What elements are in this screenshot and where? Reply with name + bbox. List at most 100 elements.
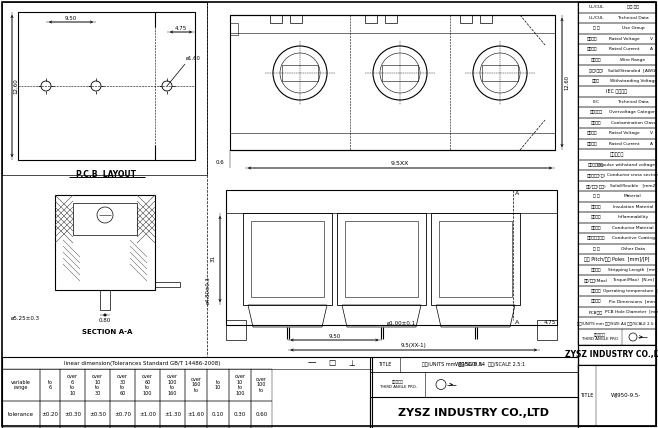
Text: Torque(Max)  [N.m]: Torque(Max) [N.m] [612, 278, 654, 282]
Text: 单位/UNITS mm  尺寸/SIZE A4  比例/SCALE 2.5:1: 单位/UNITS mm 尺寸/SIZE A4 比例/SCALE 2.5:1 [422, 362, 526, 367]
Bar [40, 369, 60, 401]
Text: to
10: to 10 [215, 380, 221, 390]
Bar [578, 345, 656, 365]
Text: 工作温度: 工作温度 [591, 289, 601, 293]
Text: 螺钉/扭矩(Max): 螺钉/扭矩(Max) [584, 278, 608, 282]
Text: Technical Data: Technical Data [617, 16, 649, 20]
Text: 额定电流: 额定电流 [587, 142, 597, 146]
Bar [370, 357, 578, 428]
Text: WJ950-9.5-: WJ950-9.5- [455, 362, 485, 367]
Bar [60, 401, 85, 428]
Text: ø4.80±0.3: ø4.80±0.3 [205, 276, 211, 304]
Polygon shape [436, 305, 515, 327]
Text: A: A [649, 47, 653, 51]
Text: 材 料: 材 料 [593, 194, 599, 198]
Bar [2, 357, 372, 428]
Text: ±1.00: ±1.00 [139, 412, 156, 417]
Text: —: — [308, 359, 316, 368]
Text: □: □ [328, 359, 336, 368]
Text: Rated Voltage: Rated Voltage [609, 37, 640, 41]
Text: Operating temperature  [C]: Operating temperature [C] [603, 289, 658, 293]
Text: 单位/UNITS mm 尺寸/SIZE A4 比例/SCALE 2.5:1: 单位/UNITS mm 尺寸/SIZE A4 比例/SCALE 2.5:1 [577, 321, 657, 325]
Text: 9.50: 9.50 [328, 333, 341, 339]
Bar [40, 401, 60, 428]
Text: Inflammability: Inflammability [617, 215, 649, 219]
Bar [251, 221, 324, 297]
Bar [578, 306, 656, 317]
Bar [160, 401, 185, 428]
Bar [155, 282, 180, 287]
Bar [2, 357, 372, 369]
Bar [578, 244, 656, 254]
Bar [370, 397, 578, 428]
Bar [578, 118, 656, 128]
Text: Overvoltage Category: Overvoltage Category [609, 110, 657, 114]
Text: ZYSZ INDUSTRY CO.,LTD: ZYSZ INDUSTRY CO.,LTD [565, 351, 658, 360]
Bar [18, 12, 195, 160]
Bar [578, 65, 656, 75]
Text: 过电压类别: 过电压类别 [590, 110, 603, 114]
Bar [135, 401, 160, 428]
Polygon shape [342, 305, 421, 327]
Bar [229, 401, 251, 428]
Bar [578, 75, 656, 86]
Bar [578, 160, 656, 170]
Bar [578, 86, 656, 96]
Text: 阻燃性能: 阻燃性能 [591, 215, 601, 219]
Bar [578, 223, 656, 233]
Text: 用 途: 用 途 [593, 26, 599, 30]
Bar [578, 275, 656, 285]
Bar [2, 369, 40, 401]
Text: ±0.30: ±0.30 [64, 412, 81, 417]
Bar [251, 369, 272, 401]
Bar [226, 190, 557, 325]
Polygon shape [248, 305, 327, 327]
Text: ±1.30: ±1.30 [164, 412, 181, 417]
Bar [578, 202, 656, 212]
Text: ±0.70: ±0.70 [114, 412, 131, 417]
Text: IEC 技术参数: IEC 技术参数 [607, 89, 628, 94]
Bar [578, 96, 656, 107]
Text: ±1.60: ±1.60 [188, 412, 205, 417]
Bar [60, 369, 85, 401]
Text: SECTION A-A: SECTION A-A [82, 329, 133, 335]
Text: 12.60: 12.60 [14, 78, 18, 94]
Text: 31: 31 [211, 256, 216, 262]
Text: 额定电流: 额定电流 [587, 47, 597, 51]
Bar [229, 369, 251, 401]
Bar [345, 221, 418, 297]
Text: 脉冲耐电压: 脉冲耐电压 [610, 152, 624, 157]
Text: WJ950-9.5-: WJ950-9.5- [611, 393, 641, 398]
Bar [578, 149, 656, 160]
Bar [85, 369, 110, 401]
Bar [578, 329, 656, 345]
Text: 0.80: 0.80 [99, 318, 111, 323]
Text: 剥线长度: 剥线长度 [591, 268, 601, 272]
Bar [578, 181, 656, 191]
Text: UL/CUL: UL/CUL [588, 16, 604, 20]
Text: 冲击耐受电压: 冲击耐受电压 [588, 163, 604, 167]
Text: 12.60: 12.60 [565, 75, 570, 90]
Bar [2, 401, 40, 428]
Bar [382, 65, 418, 81]
Text: 导体材料: 导体材料 [591, 226, 601, 230]
Text: 第三角投影
THIRD ANGLE PRO.: 第三角投影 THIRD ANGLE PRO. [582, 333, 619, 341]
Text: Contamination Class: Contamination Class [611, 121, 655, 125]
Text: ø1.60: ø1.60 [186, 56, 201, 60]
Bar [578, 2, 656, 12]
Bar [578, 2, 656, 426]
Bar [578, 12, 656, 23]
Bar [282, 65, 318, 81]
Bar [73, 203, 137, 235]
Text: 额定电压: 额定电压 [587, 37, 597, 41]
Bar [370, 357, 578, 372]
Bar [578, 233, 656, 244]
Bar [480, 15, 492, 23]
Text: 耐电压: 耐电压 [592, 79, 600, 83]
Text: 绝缘材料: 绝缘材料 [591, 205, 601, 209]
Text: Withstanding Voltage: Withstanding Voltage [609, 79, 657, 83]
Bar [365, 15, 377, 23]
Bar [385, 15, 397, 23]
Bar [110, 369, 135, 401]
Text: A: A [515, 190, 519, 196]
